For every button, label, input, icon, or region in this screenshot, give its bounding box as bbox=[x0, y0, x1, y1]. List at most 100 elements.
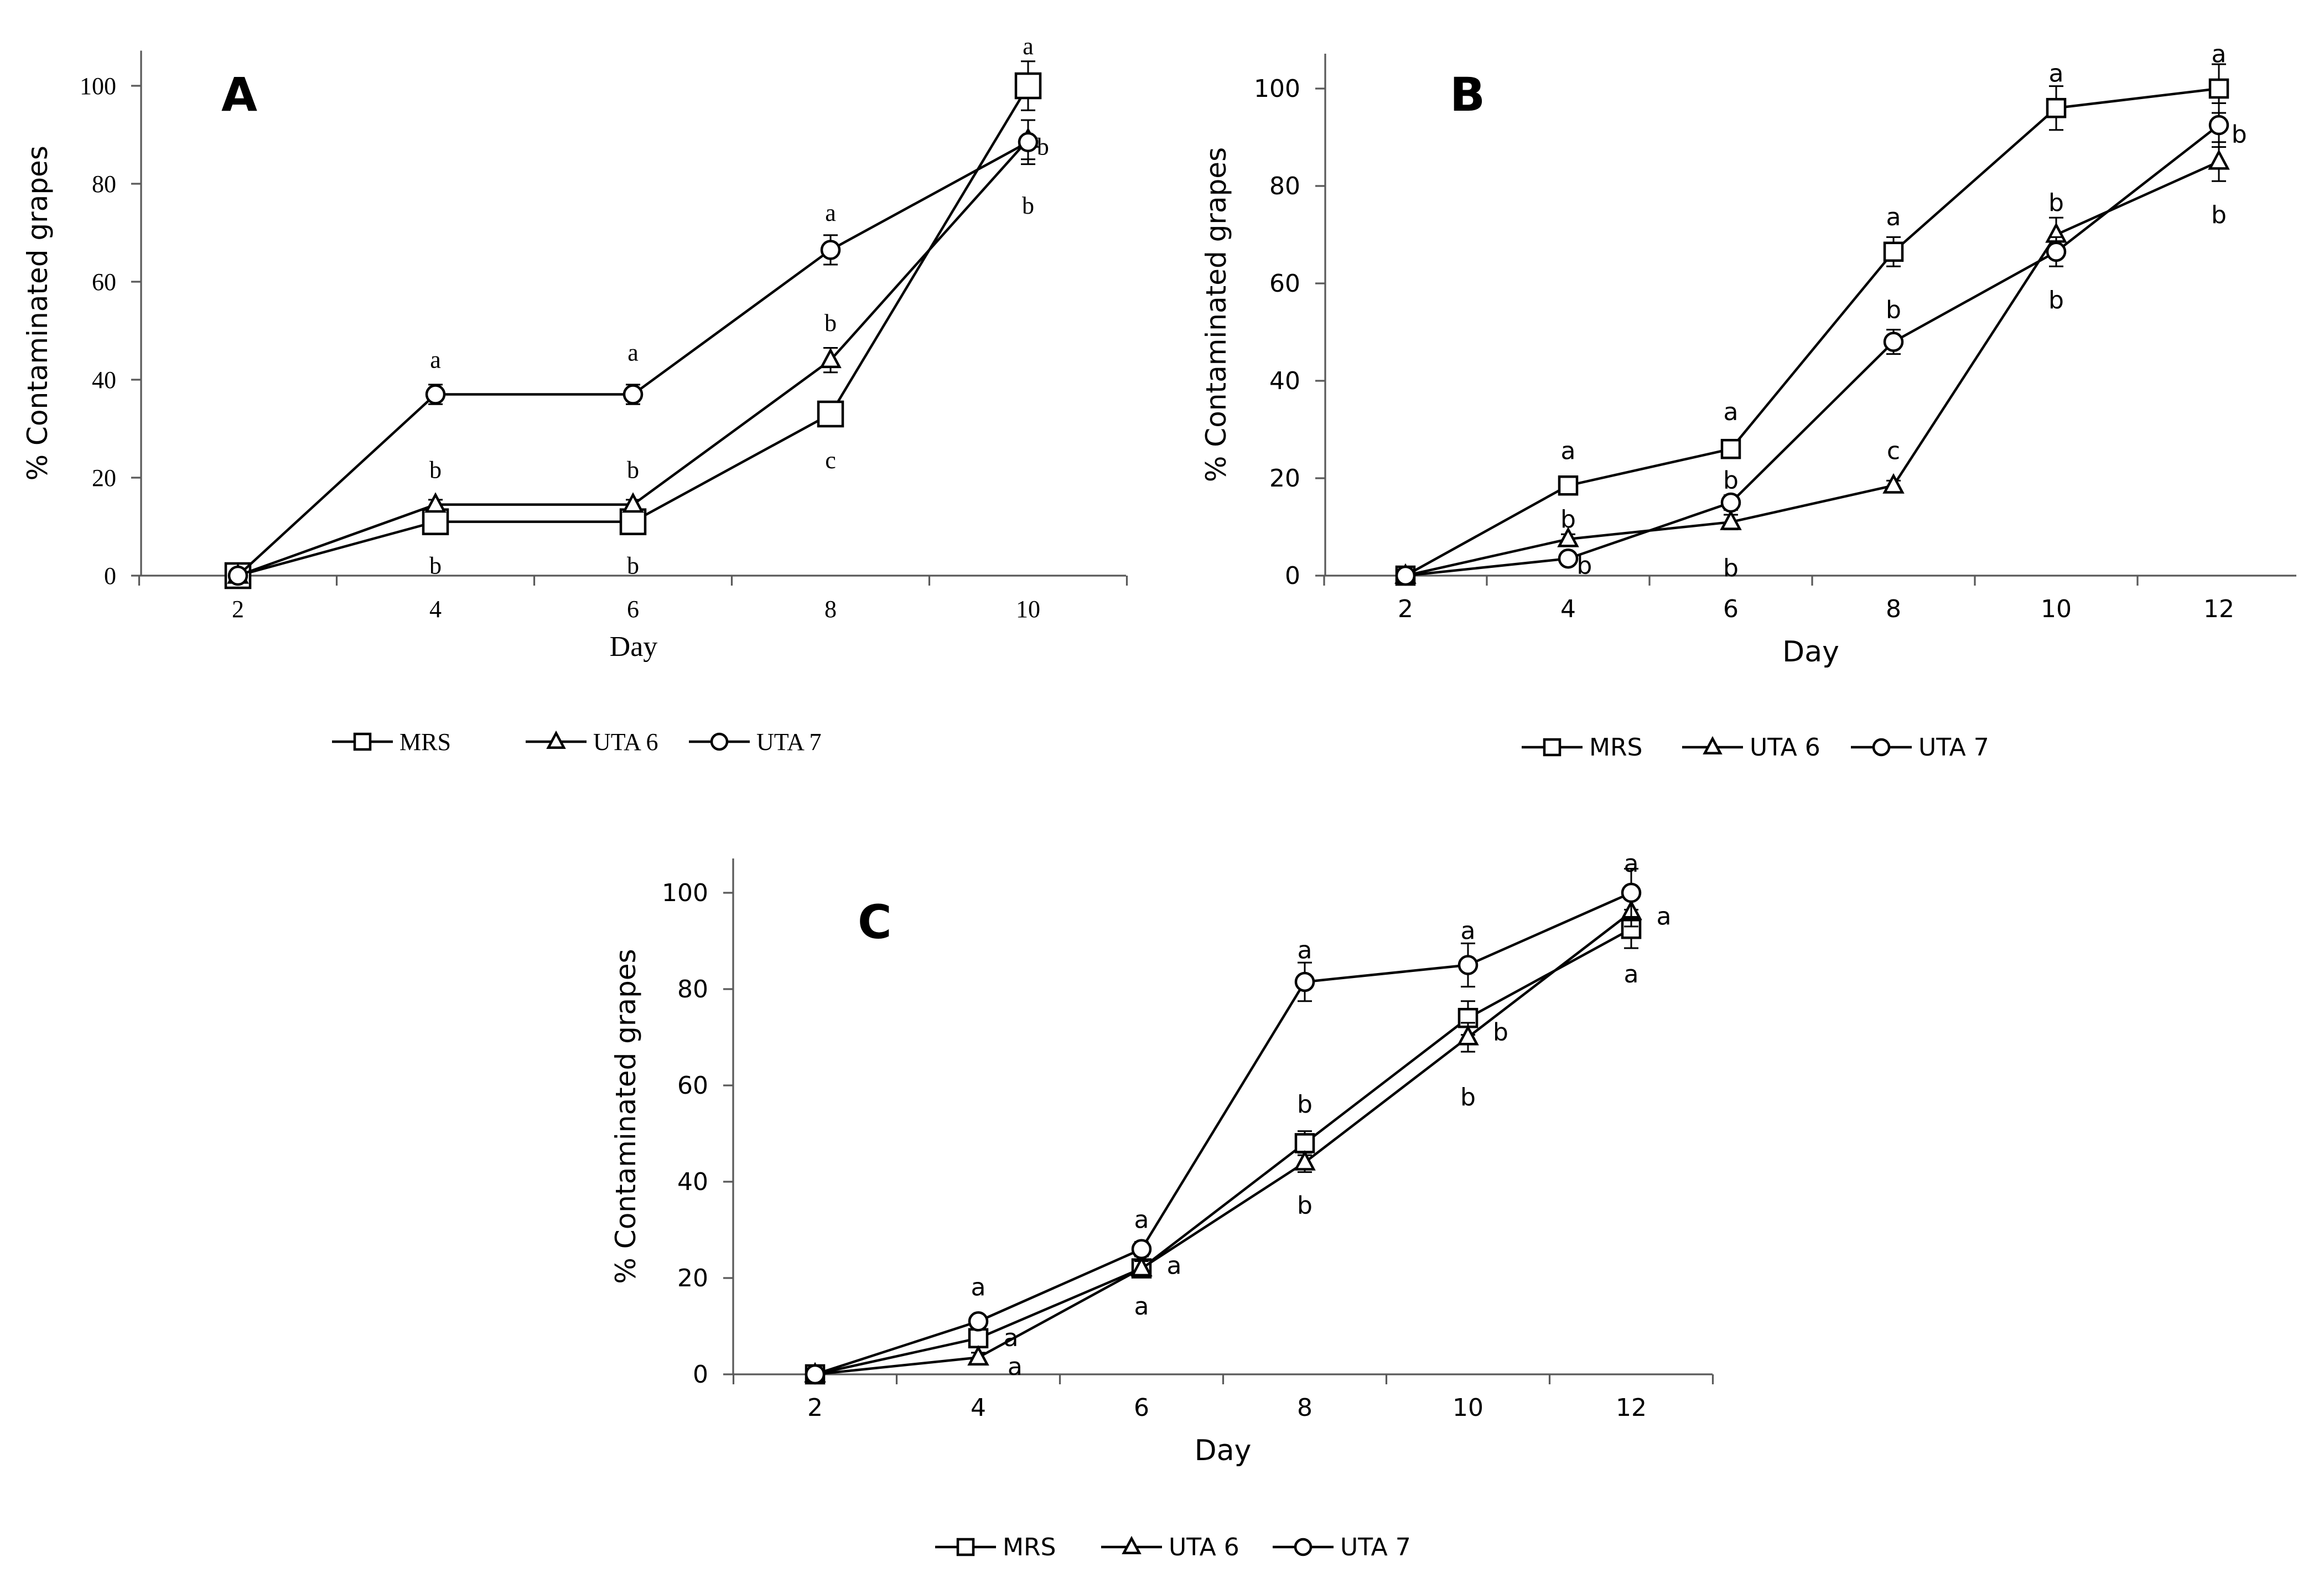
data-point-circle bbox=[2208, 115, 2229, 136]
significance-letter: a bbox=[1167, 1251, 1182, 1280]
legend-item-mrs: MRS bbox=[935, 1533, 1056, 1561]
y-tick-label: 100 bbox=[1254, 75, 1300, 103]
data-point-triangle bbox=[1557, 526, 1579, 547]
y-tick-label: 80 bbox=[92, 170, 116, 198]
series-line bbox=[815, 891, 1632, 1376]
chart-panel-a: 0 20 40 60 80 100 2 4 6 8 10 Day % Contaminated grap… bbox=[22, 33, 1128, 756]
legend-item-mrs: MRS bbox=[1522, 733, 1642, 762]
y-tick-label: 0 bbox=[104, 562, 116, 589]
y-tick-label: 100 bbox=[662, 879, 708, 907]
data-point-triangle bbox=[819, 348, 842, 369]
data-point-triangle bbox=[1882, 473, 1905, 494]
data-point-triangle bbox=[1703, 736, 1723, 755]
data-point-square bbox=[968, 1328, 989, 1348]
significance-letter: b bbox=[1886, 296, 1901, 324]
significance-letter: b bbox=[1723, 554, 1739, 582]
data-point-circle bbox=[1294, 1538, 1313, 1556]
y-tick-label: 60 bbox=[1269, 270, 1300, 298]
significance-letter: b bbox=[627, 457, 639, 484]
x-tick-label: 8 bbox=[824, 596, 837, 623]
data-point-triangle bbox=[1130, 1256, 1153, 1277]
data-point-triangle bbox=[2208, 149, 2230, 170]
x-tick-label: 10 bbox=[2041, 595, 2072, 623]
x-axis-label: Day bbox=[1782, 635, 1839, 669]
y-axis-label: % Contaminated grapes bbox=[22, 146, 54, 480]
significance-letter: a bbox=[2049, 60, 2064, 88]
legend-label: UTA 6 bbox=[1169, 1533, 1239, 1561]
significance-letter: a bbox=[1624, 850, 1639, 878]
y-axis-label: % Contaminated grapes bbox=[610, 949, 642, 1284]
data-point-triangle bbox=[1720, 509, 1742, 530]
data-point-triangle bbox=[1294, 1150, 1316, 1171]
x-tick-label: 2 bbox=[232, 596, 244, 623]
legend: MRS UTA 6 UTA 7 bbox=[1522, 733, 1989, 762]
data-point-circle bbox=[1457, 955, 1479, 975]
x-tick-label: 10 bbox=[1016, 596, 1040, 623]
y-tick-label: 20 bbox=[1269, 464, 1300, 493]
data-point-square bbox=[2208, 78, 2229, 99]
legend-label: MRS bbox=[1003, 1533, 1056, 1561]
series-line bbox=[815, 911, 1632, 1376]
x-tick-label: 12 bbox=[1616, 1394, 1647, 1422]
data-point-square bbox=[353, 732, 372, 751]
legend-item-uta-7: UTA 7 bbox=[689, 728, 821, 756]
significance-letter: a bbox=[2212, 40, 2227, 68]
data-point-triangle bbox=[622, 492, 644, 513]
data-point-circle bbox=[820, 240, 841, 260]
significance-letter: b bbox=[1560, 505, 1576, 534]
x-axis-label: Day bbox=[610, 631, 658, 663]
data-point-square bbox=[2046, 97, 2067, 118]
x-tick-label: 4 bbox=[429, 596, 442, 623]
series-mrs bbox=[1395, 63, 2229, 586]
series-uta-6 bbox=[804, 897, 1642, 1383]
panel-label: B bbox=[1450, 68, 1485, 122]
data-point-square bbox=[1014, 72, 1042, 100]
x-tick-label: 6 bbox=[1723, 595, 1739, 623]
significance-letter: b bbox=[1297, 1192, 1313, 1220]
data-point-square bbox=[1720, 438, 1741, 459]
data-point-circle bbox=[227, 565, 248, 586]
significance-letter: b bbox=[2232, 121, 2247, 149]
data-point-square bbox=[1543, 738, 1562, 757]
data-point-square bbox=[1621, 919, 1642, 939]
series-line bbox=[1405, 160, 2219, 577]
significance-letter: b bbox=[1493, 1018, 1508, 1046]
legend-item-uta-6: UTA 6 bbox=[526, 728, 658, 756]
significance-letter: a bbox=[1134, 1292, 1149, 1321]
significance-letter: a bbox=[1004, 1324, 1019, 1352]
y-tick-label: 0 bbox=[693, 1360, 708, 1389]
x-tick-label: 8 bbox=[1886, 595, 1901, 623]
significance-letter: a bbox=[825, 199, 836, 226]
data-point-circle bbox=[1883, 332, 1904, 352]
series-uta-7 bbox=[805, 868, 1642, 1385]
legend-label: UTA 7 bbox=[1918, 733, 1989, 762]
data-point-triangle bbox=[424, 492, 447, 513]
data-point-triangle bbox=[1457, 1025, 1479, 1046]
data-point-square bbox=[1883, 241, 1904, 262]
significance-letter: b bbox=[824, 309, 837, 337]
data-point-square bbox=[1294, 1133, 1315, 1153]
legend-label: MRS bbox=[1589, 733, 1642, 762]
x-tick-label: 2 bbox=[807, 1394, 823, 1422]
significance-letter: a bbox=[1724, 398, 1739, 426]
data-point-circle bbox=[968, 1311, 989, 1332]
legend-label: UTA 7 bbox=[1340, 1533, 1411, 1561]
legend-label: UTA 6 bbox=[1750, 733, 1820, 762]
significance-letter: b bbox=[1576, 551, 1592, 580]
y-tick-label: 100 bbox=[80, 73, 116, 100]
data-point-circle bbox=[1395, 565, 1416, 586]
significance-letter: b bbox=[2048, 189, 2064, 217]
series-uta-7 bbox=[227, 119, 1039, 586]
significance-letter: b bbox=[1460, 1083, 1476, 1111]
data-point-circle bbox=[1872, 738, 1891, 757]
y-tick-label: 40 bbox=[677, 1168, 708, 1196]
significance-letter: b bbox=[627, 552, 639, 579]
y-axis-label: % Contaminated grapes bbox=[1200, 147, 1232, 482]
x-tick-label: 6 bbox=[1134, 1394, 1149, 1422]
legend-label: UTA 6 bbox=[593, 728, 658, 756]
legend-item-uta-7: UTA 7 bbox=[1851, 733, 1989, 762]
y-tick-label: 20 bbox=[92, 464, 116, 492]
data-point-circle bbox=[1558, 548, 1579, 569]
y-tick-label: 80 bbox=[1269, 172, 1300, 200]
